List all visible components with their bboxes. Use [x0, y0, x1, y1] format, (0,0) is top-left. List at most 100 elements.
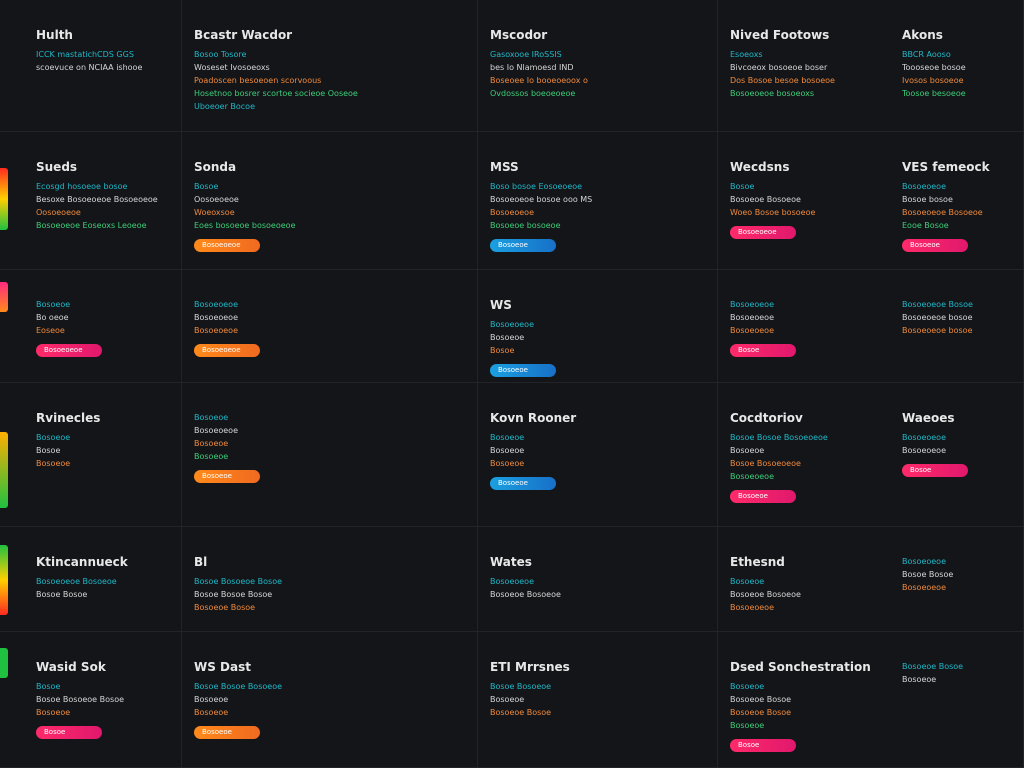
edge-bar	[0, 648, 8, 678]
card-title: Sonda	[194, 160, 237, 174]
card-line: Oosoeoeoe	[194, 195, 239, 204]
card-lines: Bosoeoeoe Bosoeoeoe	[902, 431, 1015, 457]
card: Waeoes Bosoeoeoe Bosoeoeoe Bosoe	[890, 383, 1024, 527]
card-line: Bo oeoe	[36, 313, 69, 322]
card-title: Bl	[194, 555, 208, 569]
card-line: Bosoeoeoe Bosoeoe	[36, 577, 117, 586]
card-title: Akons	[902, 28, 943, 42]
card-line: Bosoeoe	[490, 695, 525, 704]
card-line: BBCR Aooso	[902, 50, 951, 59]
card-line: Ivosos bosoeoe	[902, 76, 964, 85]
card-title: Cocdtoriov	[730, 411, 803, 425]
pill-button[interactable]: Bosoe	[36, 726, 102, 739]
edge-bar	[0, 432, 8, 508]
card-lines: Ecosgd hosoeoe bosoe Besoxe Bosoeoeoe Bos…	[36, 180, 173, 232]
card-line: Bosoeoe	[490, 459, 525, 468]
card-lines: Bosoeoe Bosoeoeoe Bosoeoe Bosoeoe	[194, 411, 469, 463]
card-line: Bosoeoe Bosoe	[194, 603, 256, 612]
card-line: Ecosgd hosoeoe bosoe	[36, 182, 128, 191]
card-title: VES femeock	[902, 160, 990, 174]
card-line: bes Io Nlamoesd IND	[490, 63, 574, 72]
card-title: Wecdsns	[730, 160, 790, 174]
card: Cocdtoriov Bosoe Bosoe Bosoeoeoe Bosoeoe Bo…	[718, 383, 890, 527]
card-lines: Bosoe Bosoeoe Bosoe Bosoe Bosoe Bosoe Boso…	[194, 575, 469, 614]
card-line: Bosoeoe	[490, 433, 525, 442]
pill-button[interactable]: Bosoeoe	[902, 239, 968, 252]
card-line: Bosoe Bosoe	[36, 590, 88, 599]
card-line: ICCK mastatichCDS GGS	[36, 50, 134, 59]
card-line: Esoeoxs	[730, 50, 763, 59]
pill-button[interactable]: Bosoeoe	[490, 477, 556, 490]
card-line: Oosoeoeoe	[36, 208, 81, 217]
card: Bosoeoeoe Bosoe Bosoeoeoe bosoe Bosoeoeoe …	[890, 270, 1024, 383]
pill-button[interactable]: Bosoeoeoe	[36, 344, 102, 357]
edge-bar	[0, 168, 8, 230]
card-line: Bosoeoeoe bosoeoxs	[730, 89, 815, 98]
card-line: Hosetnoo bosrer scortoe socieoe Ooseoe	[194, 89, 358, 98]
pill-button[interactable]: Bosoeoe	[730, 490, 796, 503]
card-line: Bosoeoeoe	[730, 603, 774, 612]
card: MSS Boso bosoe Eosoeoeoe Bosoeoeoe bosoe o…	[478, 132, 718, 270]
card-title: Ktincannueck	[36, 555, 128, 569]
card: Hulth ICCK mastatichCDS GGS scoevuce on NC…	[0, 0, 182, 132]
card-line: Bosoeoe	[36, 708, 71, 717]
card-line: Bosoe Bosoe Bosoeoeoe	[730, 433, 828, 442]
pill-button[interactable]: Bosoeoe	[194, 470, 260, 483]
card-line: Bosoeoe Bosoe	[902, 662, 964, 671]
card-lines: Bosoe Oosoeoeoe Woeoxsoe Eoes bosoeoe bosoe…	[194, 180, 469, 232]
card-line: Boso bosoe Eosoeoeoe	[490, 182, 583, 191]
card-line: Bosoe	[490, 346, 515, 355]
card-line: Bosoe	[194, 182, 219, 191]
card-line: Woseset Ivosoeoxs	[194, 63, 270, 72]
card: Wecdsns Bosoe Bosoeoe Bosoeoe Woeo Bosoe bo…	[718, 132, 890, 270]
card-line: Bosoe Bosoeoe Bosoe	[194, 577, 283, 586]
pill-button[interactable]: Bosoe	[730, 344, 796, 357]
card: Nived Footows Esoeoxs Bivcoeox bosoeoe bos…	[718, 0, 890, 132]
card-line: Bosoe	[36, 682, 61, 691]
card-line: Bosoeoe	[194, 452, 229, 461]
card-line: Bosoeoe	[730, 577, 765, 586]
card-line: Bosoeoeoe bosoe	[902, 313, 973, 322]
card: Ethesnd Bosoeoe Bosoeoe Bosoeoe Bosoeoeoe	[718, 527, 890, 632]
card-line: Bosoe bosoe	[902, 195, 953, 204]
card-lines: Bosoeoeoe Bosoeoeoe Bosoeoeoe	[194, 298, 469, 337]
card-line: Bosoeoeoe	[730, 300, 774, 309]
card-title: Bcastr Wacdor	[194, 28, 293, 42]
card-line: Bosoe Bosoeoeoe	[730, 459, 801, 468]
card-line: Bosoeoe bosoeoe	[490, 221, 561, 230]
card-line: Bosoeoeoe	[194, 426, 238, 435]
card-lines: Boso bosoe Eosoeoeoe Bosoeoeoe bosoe ooo …	[490, 180, 709, 232]
pill-button[interactable]: Bosoe	[730, 739, 796, 752]
pill-button[interactable]: Bosoeoe	[490, 239, 556, 252]
card-lines: Bosoeoe Bosoe Bosoeoe	[36, 431, 173, 470]
pill-button[interactable]: Bosoeoe	[490, 364, 556, 377]
card-line: Eoes bosoeoe bosoeoeoe	[194, 221, 296, 230]
card-lines: Bosoeoe Bo oeoe Eoseoe	[36, 298, 173, 337]
pill-button[interactable]: Bosoe	[902, 464, 968, 477]
card-line: Bosoeoe Bosoeoe	[490, 590, 561, 599]
card-lines: Bosoeoeoe Bosoe Bosoe Bosoeoeoe	[902, 555, 1015, 594]
card-line: Bosoeoe Bosoeoe	[730, 195, 801, 204]
card-title: WS	[490, 298, 512, 312]
card-title: Wates	[490, 555, 532, 569]
card-line: Poadoscen besoeoen scorvoous	[194, 76, 322, 85]
pill-button[interactable]: Bosoeoeoe	[730, 226, 796, 239]
card-line: Bosoeoeoe	[194, 326, 238, 335]
card-line: Bosoeoeoe	[730, 313, 774, 322]
card-lines: Bosoeoe Bosoeoe Bosoeoe	[490, 431, 709, 470]
pill-button[interactable]: Bosoeoeoe	[194, 344, 260, 357]
pill-button[interactable]: Bosoeoe	[194, 726, 260, 739]
card-title: Sueds	[36, 160, 78, 174]
card-title: Hulth	[36, 28, 73, 42]
card-line: Bosoeoe Bosoe	[730, 708, 792, 717]
card-line: Bosoeoe	[36, 433, 71, 442]
card-line: Bosoe Bosoe Bosoe	[194, 590, 273, 599]
card-line: Bosoeoe	[36, 459, 71, 468]
card-line: Bosoe	[730, 182, 755, 191]
card-line: Bosoe Bosoeoe	[490, 682, 552, 691]
pill-button[interactable]: Bosoeoeoe	[194, 239, 260, 252]
card: Bosoeoe Bosoeoeoe Bosoeoe Bosoeoe Bosoeoe	[182, 383, 478, 527]
card-line: Bosoeoe	[730, 446, 765, 455]
card: WS Bosoeoeoe Bosoeoe Bosoe Bosoeoe	[478, 270, 718, 383]
